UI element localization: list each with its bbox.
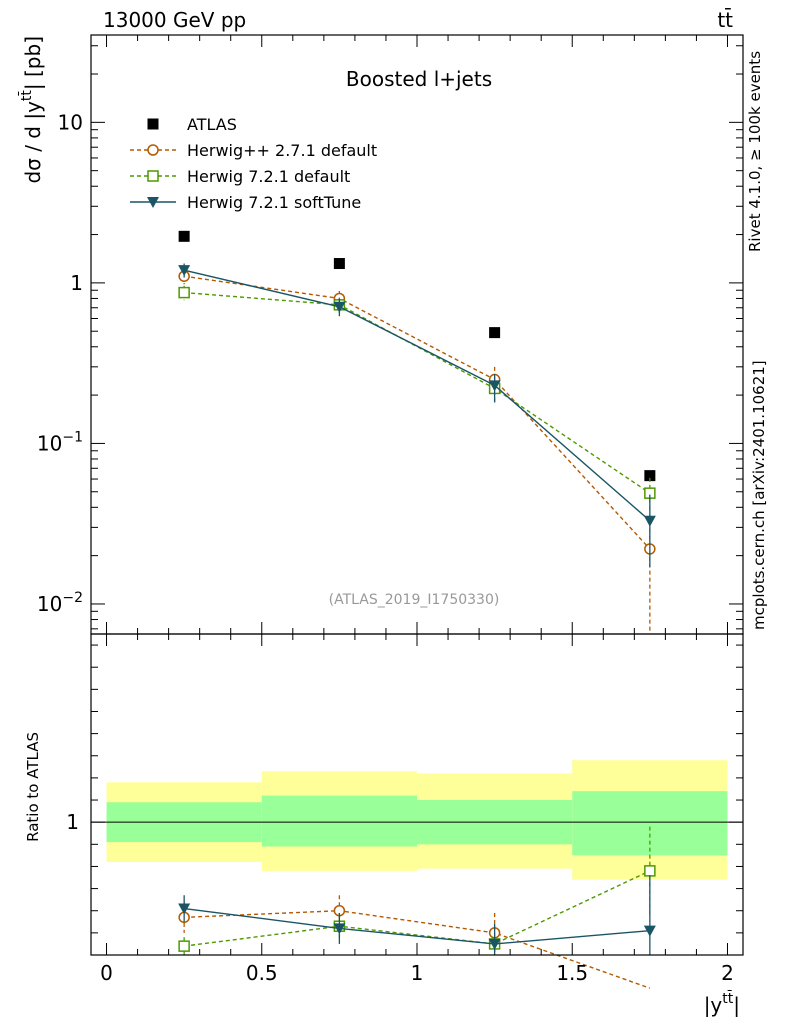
- x-tick-label: 1: [411, 961, 424, 985]
- legend-herwig-7-2-1-softtune-marker: [147, 197, 159, 208]
- atlas-point: [178, 230, 190, 242]
- legend-atlas-marker: [147, 118, 159, 130]
- rivet-label: Rivet 4.1.0, ≥ 100k events: [746, 51, 764, 252]
- ratio-herwig-7-2-1-softtune-point: [333, 923, 346, 935]
- legend: ATLAS Herwig++ 2.7.1 default Herwig 7.2.1 …: [130, 115, 377, 212]
- ratio-herwig-7-2-1-default-point: [178, 940, 190, 952]
- ratio-herwig-7-2-1-default-line: [184, 870, 651, 947]
- ratio-band-inner: [261, 795, 417, 847]
- herwig-7-2-1-softtune-point: [488, 380, 501, 392]
- atlas-point: [489, 327, 501, 339]
- herwig-7-2-1-default-line: [184, 291, 651, 494]
- ratio-herwig-7-2-1-softtune-line: [184, 907, 650, 945]
- ratio-herwig-7-2-1-softtune-point: [178, 903, 191, 915]
- analysis-label: (ATLAS_2019_I1750330): [329, 592, 500, 608]
- marks-layer: [178, 230, 656, 989]
- herwig-7-2-1-softtune-line: [183, 269, 651, 522]
- x-axis-label: |ytt̄|: [704, 989, 740, 1017]
- herwig-7-2-1-default-point: [178, 286, 190, 299]
- x-tick-label: 1.5: [556, 961, 588, 985]
- y-axis-label: dσ / d |ytt̄| [pb]: [17, 36, 45, 184]
- legend-herwig-7-2-1-default-label: Herwig 7.2.1 default: [187, 167, 350, 186]
- legend-herwig-7-2-1-softtune-label: Herwig 7.2.1 softTune: [187, 193, 361, 212]
- ratio-herwig-7-2-1-softtune-point: [643, 925, 656, 937]
- y-tick-label: 1: [70, 271, 83, 295]
- ratio-herwig-7-2-1-softtune-point: [488, 938, 501, 950]
- x-tick-label: 0.5: [246, 961, 278, 985]
- axes-layer: 0 0.5 1 1.5 2 10−2 10−1 1 10 1 dσ / d |ytt̄| [pb] |…: [17, 34, 744, 1017]
- y-tick-label: 10−1: [37, 429, 83, 455]
- herwig-2-7-1-default-line: [184, 275, 651, 550]
- ratio-herwig-2-7-1-default-line: [184, 910, 651, 989]
- y-tick-label: 10−2: [37, 590, 83, 616]
- ratio-y-tick-label: 1: [66, 810, 79, 834]
- herwig-7-2-1-softtune-point: [333, 301, 346, 313]
- ratio-y-axis-label: Ratio to ATLAS: [24, 732, 42, 842]
- x-tick-label: 2: [721, 961, 734, 985]
- atlas-point: [333, 258, 345, 270]
- herwig-7-2-1-softtune-point: [643, 515, 656, 527]
- herwig-7-2-1-softtune-point: [178, 265, 191, 277]
- atlas-point: [644, 470, 656, 482]
- legend-herwig-7-2-1-default-marker: [147, 170, 159, 182]
- x-tick-label: 0: [100, 961, 113, 985]
- y-tick-label: 10: [58, 110, 83, 134]
- chart-title: Boosted l+jets: [346, 67, 492, 91]
- ratio-band-inner: [572, 791, 728, 856]
- process-label: tt̄: [717, 7, 733, 32]
- ratio-band-layer: [91, 760, 743, 880]
- mcplots-label: mcplots.cern.ch [arXiv:2401.10621]: [750, 360, 768, 630]
- ratio-herwig-7-2-1-default-point: [644, 865, 656, 877]
- energy-label: 13000 GeV pp: [103, 8, 246, 32]
- legend-herwig-2-7-1-default-label: Herwig++ 2.7.1 default: [187, 141, 377, 160]
- legend-herwig-2-7-1-default-marker: [147, 144, 159, 156]
- legend-atlas-label: ATLAS: [187, 115, 237, 134]
